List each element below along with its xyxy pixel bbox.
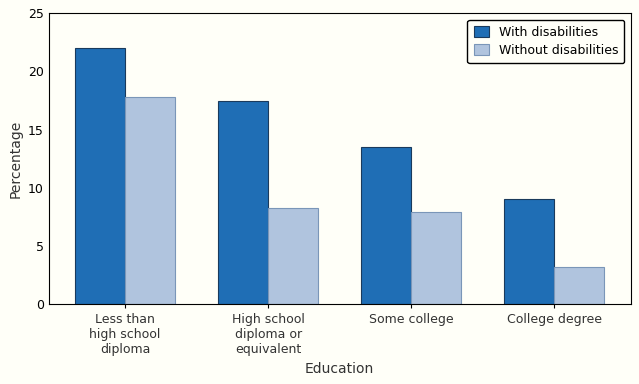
Legend: With disabilities, Without disabilities: With disabilities, Without disabilities	[467, 20, 624, 63]
Bar	[411, 212, 461, 304]
Bar	[218, 101, 268, 304]
Bar	[554, 267, 604, 304]
Bar	[75, 48, 125, 304]
Bar	[268, 208, 318, 304]
Bar	[361, 147, 411, 304]
Bar	[504, 199, 554, 304]
Y-axis label: Percentage: Percentage	[8, 119, 22, 198]
X-axis label: Education: Education	[305, 362, 374, 376]
Bar	[125, 97, 175, 304]
